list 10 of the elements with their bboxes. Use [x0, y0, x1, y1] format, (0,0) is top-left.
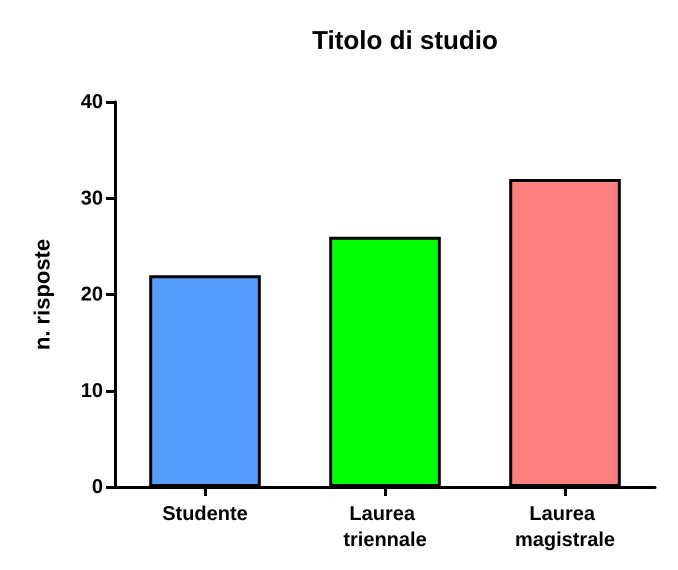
x-tick-label: Laurea magistrale [514, 503, 616, 551]
y-tick-label: 10 [80, 380, 103, 402]
x-tick-label: Laurea triennale [343, 503, 427, 551]
x-tick-label: Studente [162, 503, 248, 525]
y-tick-label: 40 [80, 91, 103, 113]
y-tick-label: 0 [92, 476, 103, 498]
y-axis-title: n. risposte [30, 238, 54, 350]
y-tick-label: 20 [80, 284, 103, 306]
y-tick-label: 30 [80, 187, 103, 210]
chart-title: Titolo di studio [312, 25, 498, 55]
